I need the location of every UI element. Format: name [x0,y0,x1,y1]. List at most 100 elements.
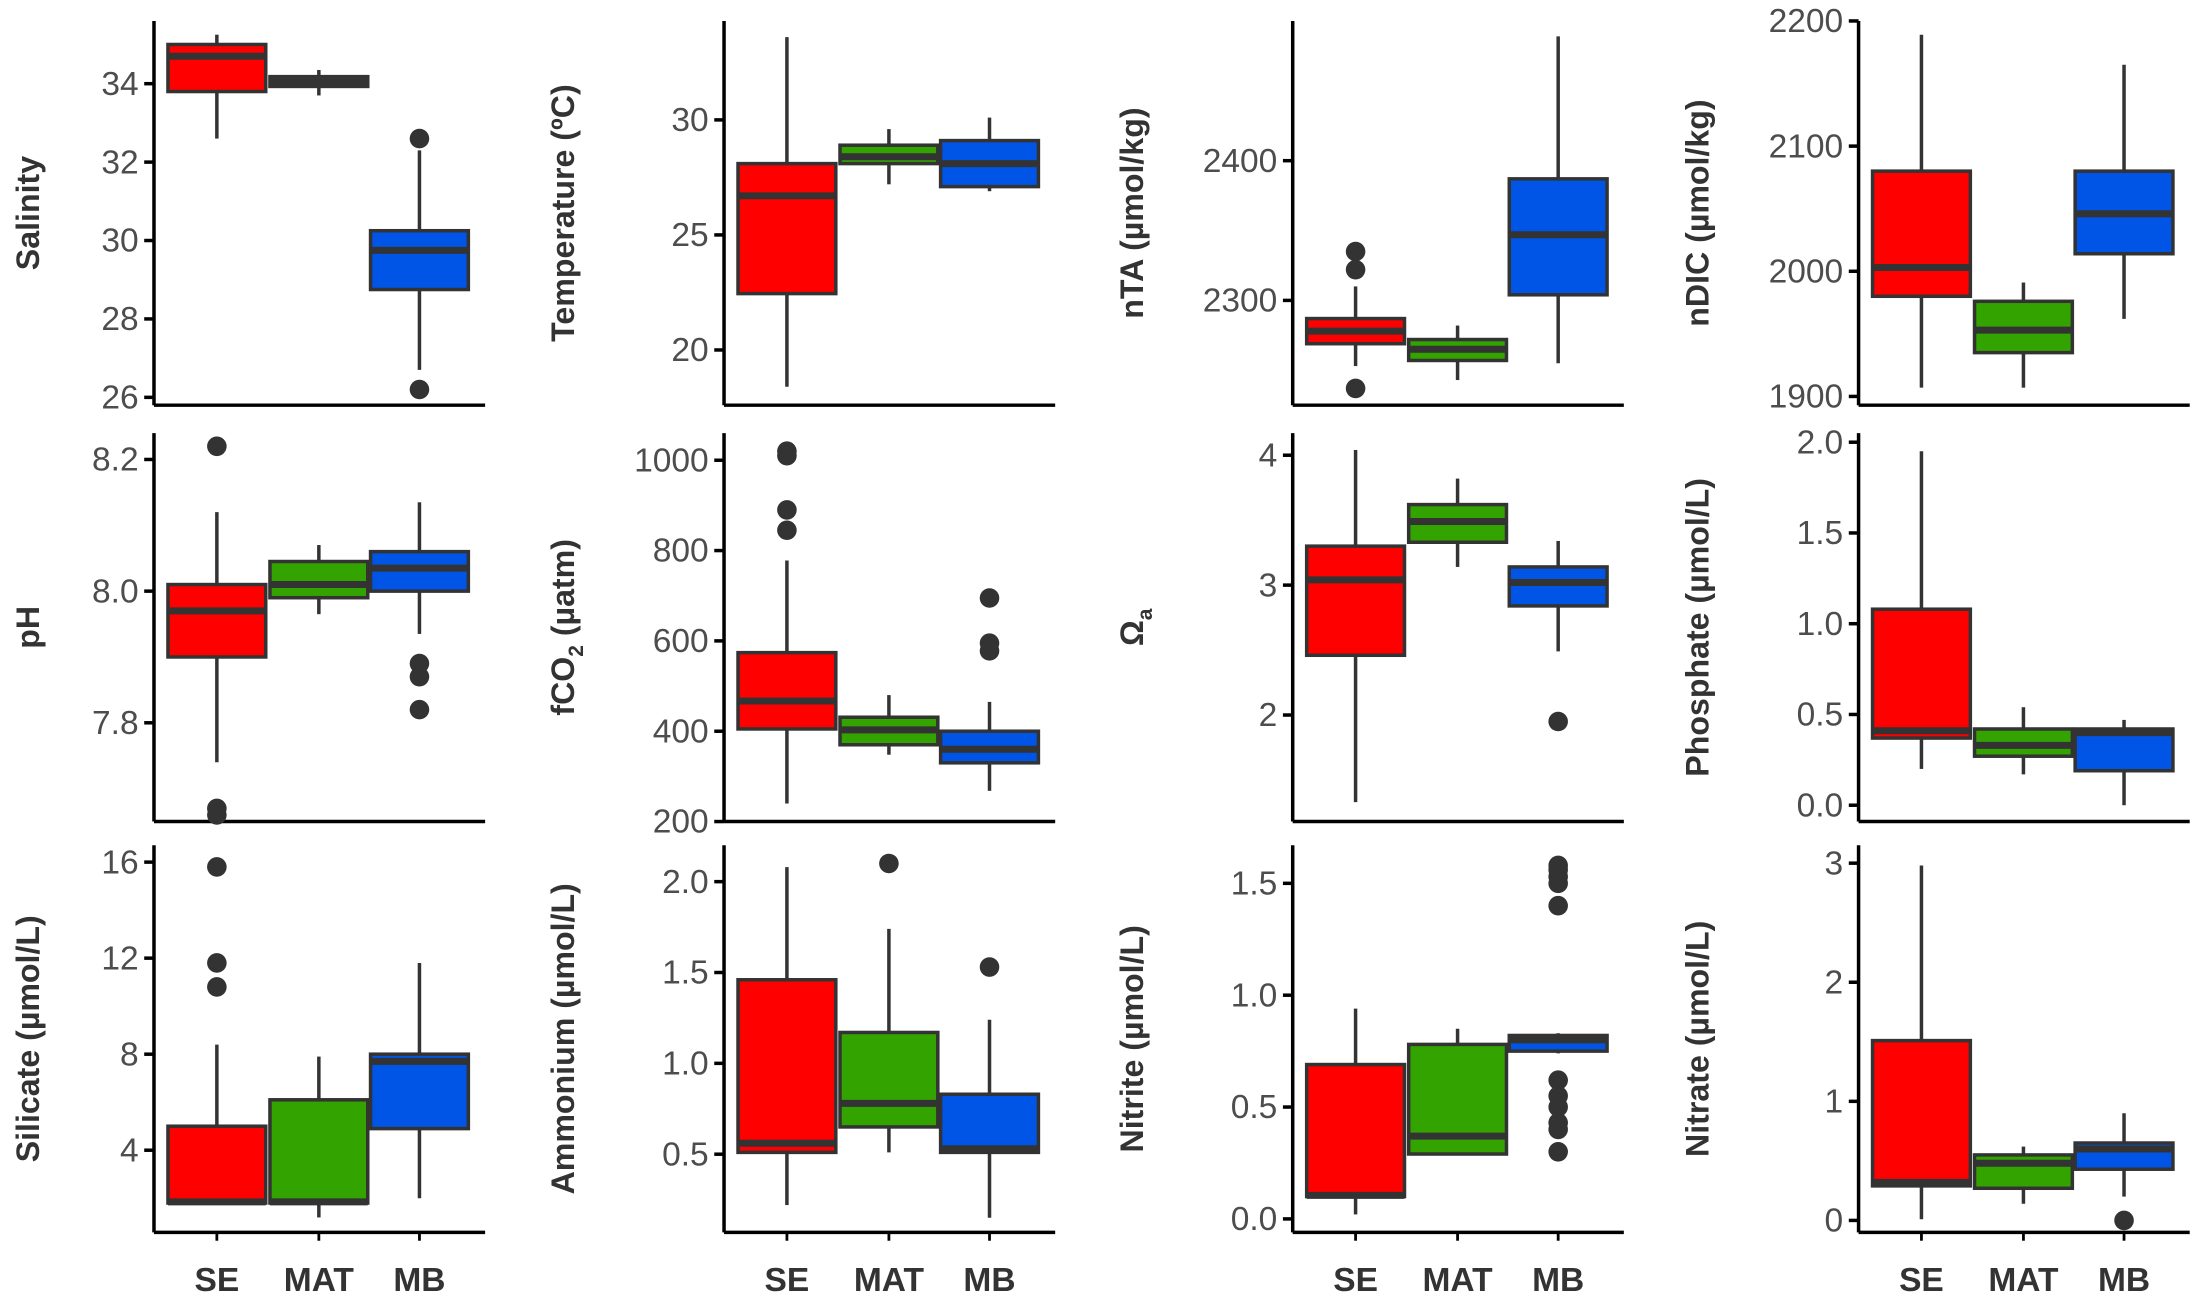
y-tick-label: 2000 [1769,253,1844,290]
y-axis-title-main: Phosphate (µmol/L) [1680,478,1716,777]
y-tick-label: 3 [1259,567,1278,604]
y-tick-label: 600 [653,623,709,660]
y-axis-title-main: Salinity [11,156,47,270]
panel: 0.5 1.0 1.5 2.0 Ammonium (µmol/L) SE MAT MB [546,845,1056,1298]
box-iqr [736,650,838,731]
y-tick-label: 30 [671,102,708,139]
box-se [1870,34,1973,388]
outlier-point [2114,1210,2134,1231]
x-tick-label: SE [1333,1262,1378,1298]
y-tick-label: 20 [671,332,708,369]
box-iqr [838,1030,940,1129]
outlier-point [777,520,797,541]
outlier-point [207,857,227,877]
outlier-point [1345,259,1366,280]
box-iqr [1870,607,1973,740]
y-tick-label: 800 [653,533,709,570]
outlier-point [207,953,227,973]
box-se [166,34,268,139]
y-tick-label: 8.2 [92,442,139,479]
box-se [166,436,268,825]
x-tick-label: MB [393,1262,445,1298]
y-tick-label: 2300 [1203,283,1278,320]
y-axis-title: nDIC (µmol/kg) [1680,99,1716,326]
y-tick-label: 3 [1825,845,1844,882]
box-se [1304,1008,1407,1215]
panel: 26 28 30 32 34 Salinity [11,20,486,417]
box-iqr [1507,565,1609,608]
y-axis-title-main: Silicate (µmol/L) [11,915,47,1162]
outlier-point [207,805,227,825]
box-iqr [166,1124,268,1205]
box-mat [1406,325,1509,381]
y-axis-title: nTA (µmol/kg) [1114,107,1150,318]
box-iqr [1304,1062,1407,1199]
panel: 2 3 4 Ωa [1114,433,1624,824]
x-tick-label: SE [765,1262,810,1298]
y-tick-label: 12 [101,940,138,977]
y-tick-label: 2400 [1203,143,1278,180]
y-axis-title: Silicate (µmol/L) [11,915,47,1162]
y-tick-label: 0.0 [1797,787,1844,824]
box-mat [838,695,940,755]
outlier-point [1548,873,1568,894]
outlier-point [777,500,797,520]
outlier-point [1548,1097,1568,1117]
y-tick-label: 34 [101,66,138,103]
outlier-point [1548,1142,1568,1162]
outlier-point [979,957,1000,977]
box-mb [938,957,1041,1218]
box-mb [1507,855,1609,1162]
outlier-point [777,445,797,466]
box-mat [838,129,940,185]
y-axis-title: Ammonium (µmol/L) [546,883,582,1194]
y-axis-title-main: Nitrite (µmol/L) [1114,925,1150,1152]
box-se [736,867,838,1206]
y-tick-label: 1.0 [1797,606,1844,643]
y-tick-label: 2200 [1769,3,1844,40]
box-mb [2073,1113,2175,1231]
panel: 0.0 0.5 1.0 1.5 2.0 Phosphate (µmol/L) [1680,424,2190,824]
y-axis-title-unit: (µatm) [546,539,582,645]
box-mb [938,117,1041,192]
box-se [1304,241,1407,399]
box-mat [1972,707,2075,775]
box-iqr [368,228,471,292]
panel: 200 400 600 800 1000 fCO2 (µatm) [546,433,1056,841]
y-axis-title-main: pH [11,606,47,649]
outlier-point [1345,378,1366,399]
y-axis-title-main: Ammonium (µmol/L) [546,883,582,1194]
box-mb [1507,36,1609,364]
y-tick-label: 1900 [1769,379,1844,416]
box-mb [2073,64,2175,319]
x-tick-label: SE [194,1262,239,1298]
panel: 0 1 2 3 Nitrate (µmol/L) SE MAT MB [1680,845,2190,1298]
y-axis-title: Temperature (ºC) [546,84,582,341]
outlier-point [409,128,430,149]
x-tick-label: SE [1899,1262,1944,1298]
y-axis-title: Ωa [1114,608,1157,646]
y-axis-title: Salinity [11,156,47,270]
y-tick-label: 26 [101,380,138,417]
x-tick-label: MB [1532,1262,1584,1298]
outlier-point [1548,711,1568,732]
outlier-point [879,853,899,874]
y-tick-label: 2.0 [1797,424,1844,461]
y-axis-title-main: nDIC (µmol/kg) [1680,99,1716,326]
y-tick-label: 2 [1259,697,1278,734]
outlier-point [409,666,430,687]
outlier-point [979,588,1000,608]
outlier-point [1548,895,1568,916]
box-se [1304,450,1407,803]
y-axis-title-main: nTA (µmol/kg) [1114,107,1150,318]
x-tick-label: MAT [854,1262,925,1298]
y-tick-label: 7.8 [92,705,139,742]
y-axis-title: pH [11,606,47,649]
box-mat [1972,1146,2075,1204]
y-tick-label: 200 [653,804,709,841]
box-mat [1406,1028,1509,1156]
box-mat [838,853,940,1153]
box-iqr [1870,169,1973,299]
outlier-point [1345,241,1366,262]
